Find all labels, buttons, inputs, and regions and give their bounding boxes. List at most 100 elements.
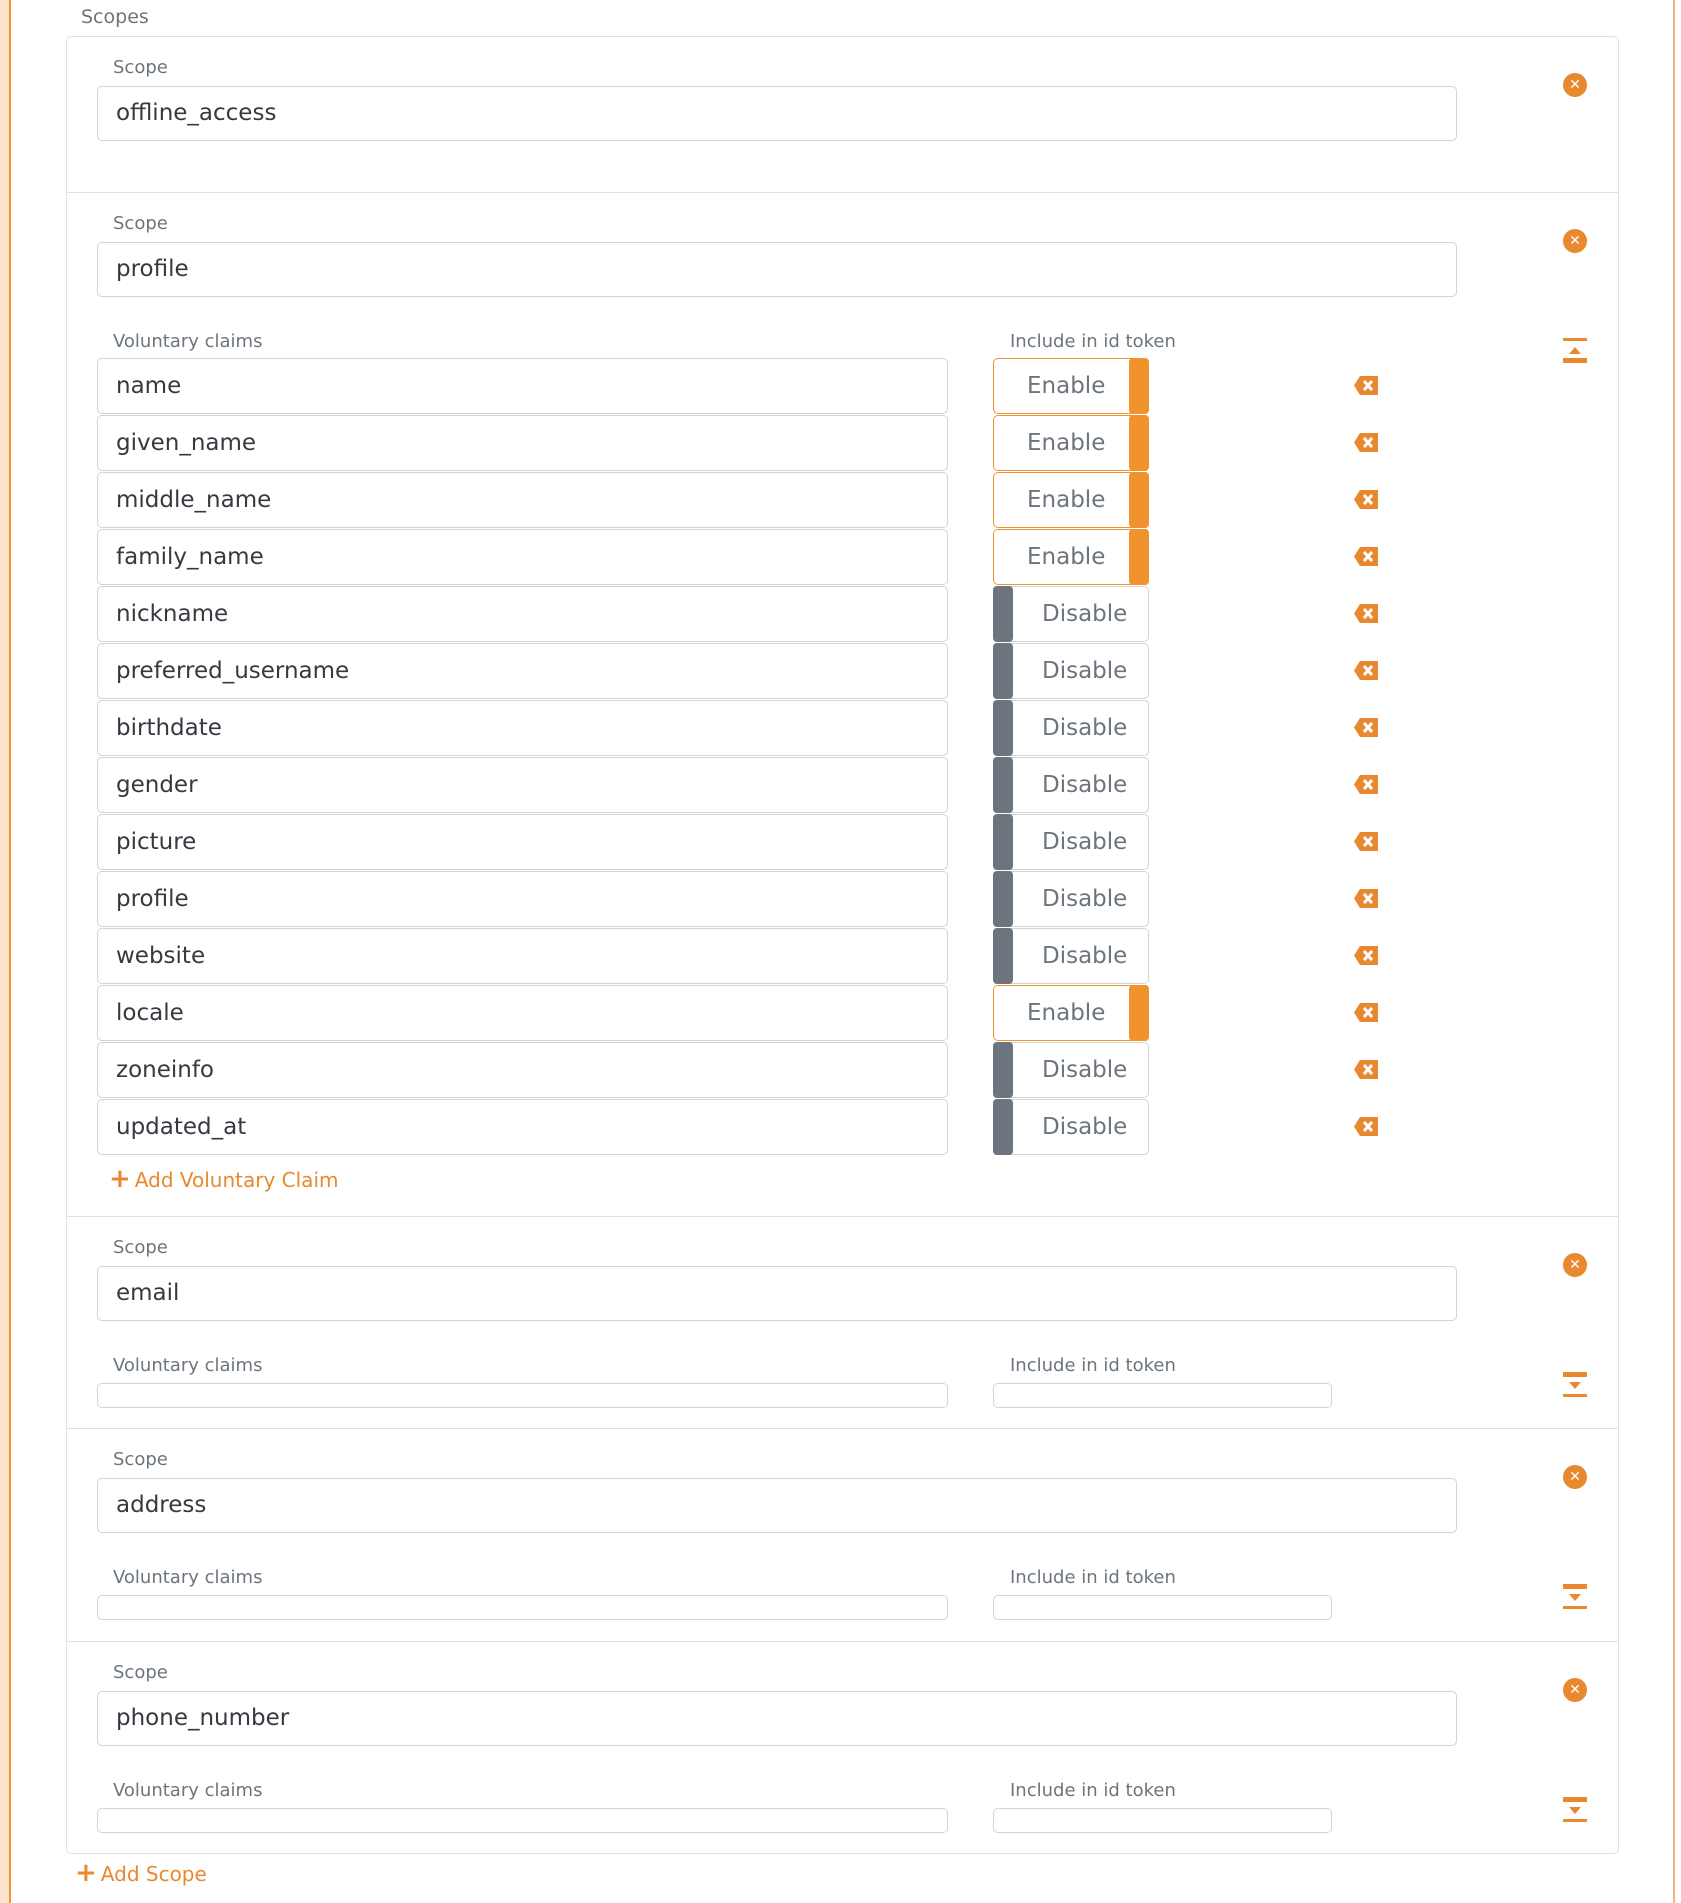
include-in-id-token-toggle[interactable]: Disable	[993, 1042, 1149, 1098]
include-in-id-token-toggle[interactable]: Disable	[993, 643, 1149, 699]
empty-toggle-field[interactable]	[993, 1808, 1332, 1833]
remove-claim-icon[interactable]	[1354, 832, 1378, 851]
scope-section: Scope address ✕ Voluntary claims Include in …	[67, 1428, 1618, 1641]
scope-section: Scope phone_number ✕ Voluntary claims Includ…	[67, 1641, 1618, 1853]
claim-input[interactable]: preferred_username	[97, 643, 948, 699]
claim-input[interactable]: name	[97, 358, 948, 414]
empty-toggle-field[interactable]	[993, 1383, 1332, 1408]
toggle-label: Disable	[1042, 1057, 1128, 1083]
remove-claim-icon[interactable]	[1354, 604, 1378, 623]
plus-icon: +	[109, 1164, 131, 1194]
empty-claims-field[interactable]	[97, 1595, 948, 1620]
toggle-label: Enable	[1027, 373, 1106, 399]
claim-input[interactable]: nickname	[97, 586, 948, 642]
remove-claim-icon[interactable]	[1354, 775, 1378, 794]
scope-label: Scope	[113, 213, 168, 234]
claim-input[interactable]: picture	[97, 814, 948, 870]
scope-label: Scope	[113, 57, 168, 78]
toggle-knob	[1129, 472, 1149, 528]
expand-icon[interactable]	[1563, 1584, 1587, 1610]
empty-claims-field[interactable]	[97, 1383, 948, 1408]
claim-input[interactable]: updated_at	[97, 1099, 948, 1155]
scope-section: Scope offline_access ✕	[67, 37, 1618, 192]
empty-toggle-field[interactable]	[993, 1595, 1332, 1620]
remove-scope-button[interactable]: ✕	[1563, 1678, 1587, 1702]
add-voluntary-claim-button[interactable]: + Add Voluntary Claim	[109, 1164, 338, 1194]
include-in-id-token-toggle[interactable]: Disable	[993, 586, 1149, 642]
remove-scope-button[interactable]: ✕	[1563, 73, 1587, 97]
include-in-id-token-toggle[interactable]: Disable	[993, 1099, 1149, 1155]
remove-scope-button[interactable]: ✕	[1563, 1253, 1587, 1277]
claim-input[interactable]: given_name	[97, 415, 948, 471]
include-in-id-token-toggle[interactable]: Enable	[993, 472, 1149, 528]
toggle-knob	[993, 814, 1013, 870]
toggle-knob	[1129, 415, 1149, 471]
include-in-id-token-toggle[interactable]: Disable	[993, 928, 1149, 984]
toggle-knob	[993, 928, 1013, 984]
claim-input[interactable]: middle_name	[97, 472, 948, 528]
claim-input[interactable]: locale	[97, 985, 948, 1041]
include-in-id-token-toggle[interactable]: Disable	[993, 700, 1149, 756]
remove-scope-button[interactable]: ✕	[1563, 229, 1587, 253]
empty-claims-field[interactable]	[97, 1808, 948, 1833]
claim-input[interactable]: website	[97, 928, 948, 984]
toggle-label: Disable	[1042, 886, 1128, 912]
scope-input[interactable]: phone_number	[97, 1691, 1457, 1746]
include-in-id-token-label: Include in id token	[1010, 1780, 1176, 1801]
remove-claim-icon[interactable]	[1354, 376, 1378, 395]
remove-claim-icon[interactable]	[1354, 490, 1378, 509]
claim-input[interactable]: gender	[97, 757, 948, 813]
toggle-knob	[1129, 985, 1149, 1041]
toggle-label: Disable	[1042, 658, 1128, 684]
toggle-label: Disable	[1042, 772, 1128, 798]
include-in-id-token-toggle[interactable]: Disable	[993, 757, 1149, 813]
left-border	[0, 0, 11, 1903]
claim-input[interactable]: family_name	[97, 529, 948, 585]
toggle-label: Disable	[1042, 601, 1128, 627]
add-scope-button[interactable]: + Add Scope	[75, 1858, 207, 1888]
remove-claim-icon[interactable]	[1354, 718, 1378, 737]
toggle-knob	[993, 1042, 1013, 1098]
toggle-label: Disable	[1042, 829, 1128, 855]
remove-claim-icon[interactable]	[1354, 1117, 1378, 1136]
toggle-label: Enable	[1027, 430, 1106, 456]
include-in-id-token-toggle[interactable]: Enable	[993, 985, 1149, 1041]
toggle-knob	[993, 871, 1013, 927]
scope-section: Scope email ✕ Voluntary claims Include in id…	[67, 1216, 1618, 1428]
scopes-list: Scope offline_access ✕ Scope profile ✕ Volunta…	[66, 36, 1619, 1854]
include-in-id-token-toggle[interactable]: Disable	[993, 814, 1149, 870]
scope-input[interactable]: address	[97, 1478, 1457, 1533]
expand-icon[interactable]	[1563, 1372, 1587, 1398]
toggle-knob	[1129, 529, 1149, 585]
remove-claim-icon[interactable]	[1354, 433, 1378, 452]
toggle-label: Disable	[1042, 1114, 1128, 1140]
claim-input[interactable]: profile	[97, 871, 948, 927]
right-border	[1673, 0, 1675, 1903]
expand-icon[interactable]	[1563, 1797, 1587, 1823]
include-in-id-token-toggle[interactable]: Enable	[993, 358, 1149, 414]
include-in-id-token-toggle[interactable]: Enable	[993, 415, 1149, 471]
remove-claim-icon[interactable]	[1354, 889, 1378, 908]
scope-input[interactable]: email	[97, 1266, 1457, 1321]
toggle-label: Disable	[1042, 943, 1128, 969]
toggle-label: Disable	[1042, 715, 1128, 741]
scope-label: Scope	[113, 1662, 168, 1683]
remove-claim-icon[interactable]	[1354, 946, 1378, 965]
include-in-id-token-label: Include in id token	[1010, 1355, 1176, 1376]
claim-input[interactable]: zoneinfo	[97, 1042, 948, 1098]
remove-claim-icon[interactable]	[1354, 1003, 1378, 1022]
remove-claim-icon[interactable]	[1354, 1060, 1378, 1079]
scope-input[interactable]: offline_access	[97, 86, 1457, 141]
claim-input[interactable]: birthdate	[97, 700, 948, 756]
scope-input[interactable]: profile	[97, 242, 1457, 297]
remove-claim-icon[interactable]	[1354, 661, 1378, 680]
remove-claim-icon[interactable]	[1354, 547, 1378, 566]
include-in-id-token-toggle[interactable]: Enable	[993, 529, 1149, 585]
collapse-icon[interactable]	[1563, 338, 1587, 364]
toggle-knob	[993, 1099, 1013, 1155]
include-in-id-token-toggle[interactable]: Disable	[993, 871, 1149, 927]
add-voluntary-claim-label: Add Voluntary Claim	[134, 1168, 339, 1192]
remove-scope-button[interactable]: ✕	[1563, 1465, 1587, 1489]
include-in-id-token-label: Include in id token	[1010, 1567, 1176, 1588]
toggle-label: Enable	[1027, 487, 1106, 513]
